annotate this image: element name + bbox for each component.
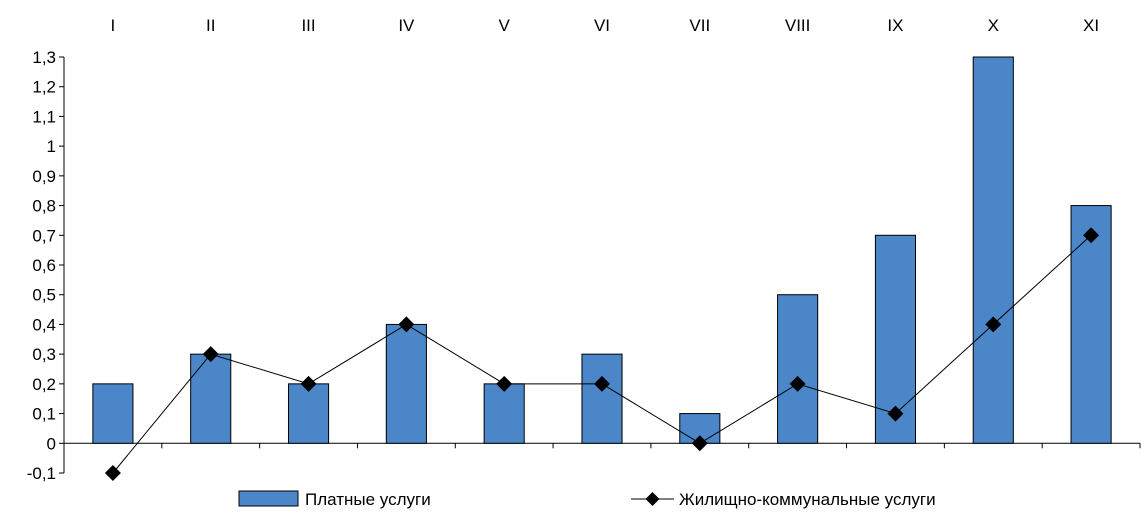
- legend-label-line: Жилищно-коммунальные услуги: [679, 490, 936, 509]
- y-tick-label: 1: [47, 137, 56, 156]
- y-tick-label: 0,4: [32, 315, 56, 334]
- bar: [385, 323, 427, 444]
- category-label: V: [499, 16, 511, 35]
- line-point-marker: [300, 375, 317, 392]
- category-labels: I II III IV V VI VII VIII IX X XI: [111, 16, 1100, 35]
- y-tick-label: 1,3: [32, 48, 56, 67]
- y-tick-label: 0: [47, 434, 56, 453]
- category-label: IX: [887, 16, 903, 35]
- bar: [483, 383, 525, 444]
- y-tick-label: 0,5: [32, 286, 56, 305]
- legend-diamond-marker: [645, 492, 660, 506]
- bar: [287, 383, 330, 444]
- line-point-marker: [398, 316, 415, 333]
- line-point-marker: [202, 346, 219, 363]
- legend: Платные услуги Жилищно-коммунальные услу…: [238, 490, 936, 509]
- bar: [777, 294, 819, 444]
- bar: [190, 353, 232, 444]
- bar: [581, 353, 623, 444]
- line-point-marker: [789, 375, 806, 392]
- line-point-marker: [104, 465, 121, 481]
- category-label: VI: [594, 16, 610, 35]
- legend-item-bar: Платные услуги: [238, 490, 431, 509]
- category-label: VIII: [785, 16, 811, 35]
- y-tick-label: 1,1: [32, 107, 56, 126]
- category-label: III: [301, 16, 315, 35]
- y-tick-label: 0,6: [32, 256, 56, 275]
- category-label: II: [206, 16, 215, 35]
- line-point-marker: [985, 316, 1002, 333]
- line-point-marker: [594, 375, 610, 392]
- y-axis: -0,1 0 0,1 0,2 0,3 0,4 0,5 0,6 0,7 0,8 0,9 1 1,1 1,2 1…: [27, 48, 65, 483]
- category-label: IV: [398, 16, 415, 35]
- category-label: X: [988, 16, 999, 35]
- category-label: XI: [1083, 16, 1099, 35]
- y-tick-label: 0,2: [32, 375, 56, 394]
- line-series: [104, 227, 1100, 481]
- line-point-marker: [496, 375, 513, 392]
- y-tick-label: 0,8: [32, 197, 56, 216]
- bar: [1070, 205, 1112, 444]
- line-point-marker: [691, 435, 708, 452]
- bar-series: [92, 56, 1112, 444]
- legend-label-bar: Платные услуги: [305, 490, 431, 509]
- y-tick-label: 0,9: [32, 167, 56, 186]
- x-axis: [63, 442, 1141, 449]
- category-label: VII: [689, 16, 710, 35]
- y-tick-label: 0,3: [32, 345, 56, 364]
- y-tick-label: 0,1: [32, 405, 56, 424]
- legend-item-line: Жилищно-коммунальные услуги: [631, 490, 936, 509]
- y-tick-label: -0,1: [27, 464, 56, 483]
- line-point-marker: [1083, 227, 1100, 244]
- y-tick-label: 0,7: [32, 226, 56, 245]
- bar: [972, 56, 1014, 444]
- bar: [92, 383, 134, 444]
- legend-bar-swatch: [238, 490, 299, 507]
- y-tick-label: 1,2: [32, 78, 56, 97]
- line-point-marker: [887, 405, 904, 422]
- category-label: I: [111, 16, 116, 35]
